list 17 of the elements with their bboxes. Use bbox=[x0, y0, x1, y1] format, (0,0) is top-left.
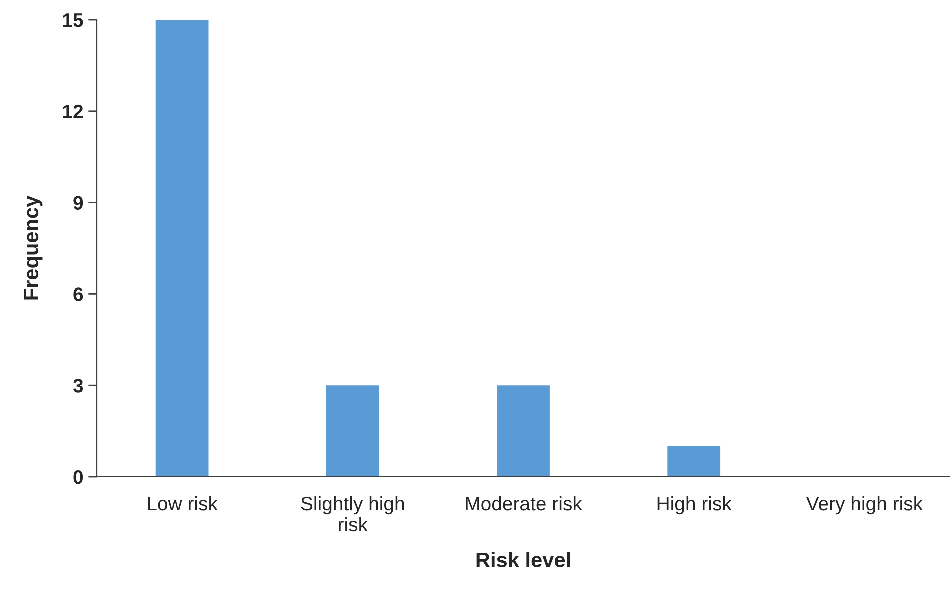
y-tick-label: 0 bbox=[74, 470, 84, 484]
bar bbox=[497, 386, 550, 477]
x-tick-label: Moderate risk bbox=[466, 496, 582, 511]
x-tick-label: Slightly high risk bbox=[301, 496, 404, 532]
y-axis-title: Frequency bbox=[24, 196, 43, 300]
y-tick-label: 6 bbox=[74, 288, 84, 302]
x-tick-label: Very high risk bbox=[806, 496, 924, 515]
x-tick-label: Low risk bbox=[148, 496, 218, 511]
bar bbox=[156, 20, 209, 477]
y-tick-label: 15 bbox=[63, 14, 84, 28]
bar bbox=[668, 446, 721, 477]
y-tick-label: 3 bbox=[73, 379, 84, 393]
x-tick-label: High risk bbox=[658, 496, 732, 515]
y-tick-label: 9 bbox=[74, 196, 84, 210]
x-axis-title: Risk level bbox=[476, 552, 570, 568]
bar bbox=[326, 386, 380, 477]
y-tick-label: 12 bbox=[63, 104, 84, 118]
